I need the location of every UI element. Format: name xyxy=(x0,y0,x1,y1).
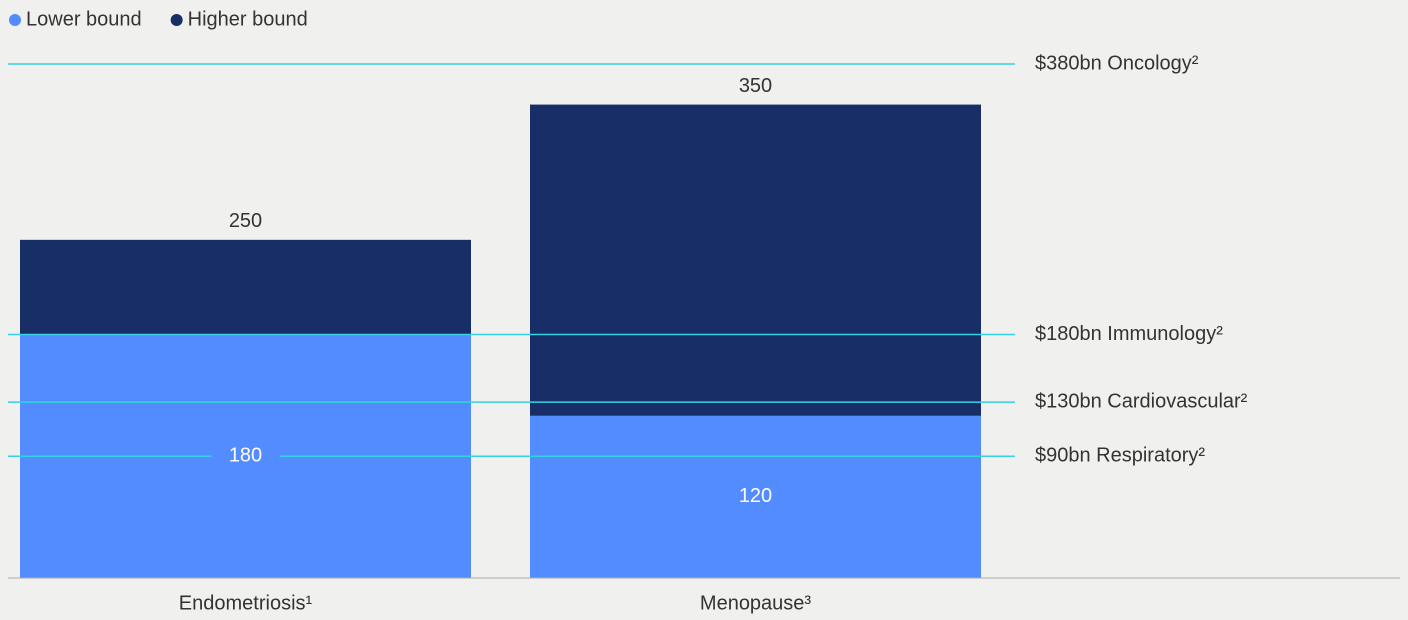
label-bg xyxy=(721,484,790,509)
legend-marker xyxy=(170,14,183,26)
label-bg xyxy=(211,444,280,469)
value-label: 350 xyxy=(739,75,772,97)
reference-label: $380bn Oncology² xyxy=(1035,52,1199,74)
legend-label: Higher bound xyxy=(188,8,308,30)
x-tick-label: Menopause³ xyxy=(700,592,812,614)
legend-label: Lower bound xyxy=(26,8,142,30)
x-tick-label: Endometriosis¹ xyxy=(179,592,313,614)
reference-label: $90bn Respiratory² xyxy=(1035,445,1205,467)
legend-marker xyxy=(9,14,21,26)
value-label: 120 xyxy=(739,485,772,507)
value-label: 250 xyxy=(229,210,262,232)
reference-label: $130bn Cardiovascular² xyxy=(1035,390,1248,412)
reference-label: $180bn Immunology² xyxy=(1035,323,1223,345)
value-label: 180 xyxy=(229,445,262,467)
